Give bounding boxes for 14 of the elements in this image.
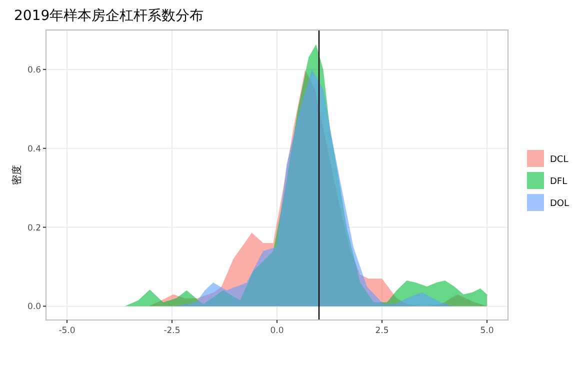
y-tick-label: 0.2 bbox=[27, 223, 41, 234]
x-tick-label: 5.0 bbox=[480, 326, 494, 336]
legend-label: DCL bbox=[550, 155, 568, 165]
legend-label: DFL bbox=[550, 177, 568, 187]
y-tick-label: 0.4 bbox=[27, 144, 41, 154]
y-axis-title: 密度 bbox=[11, 165, 23, 185]
y-tick-label: 0.0 bbox=[27, 302, 41, 312]
x-tick-label: 2.5 bbox=[375, 326, 389, 336]
x-tick-label: -5.0 bbox=[58, 326, 76, 336]
x-tick-label: 0.0 bbox=[270, 326, 284, 336]
y-tick-label: 0.6 bbox=[27, 65, 41, 76]
chart-title: 2019年样本房企杠杆系数分布 bbox=[14, 8, 204, 24]
x-tick-label: -2.5 bbox=[164, 326, 180, 336]
legend-label: DOL bbox=[550, 199, 570, 209]
